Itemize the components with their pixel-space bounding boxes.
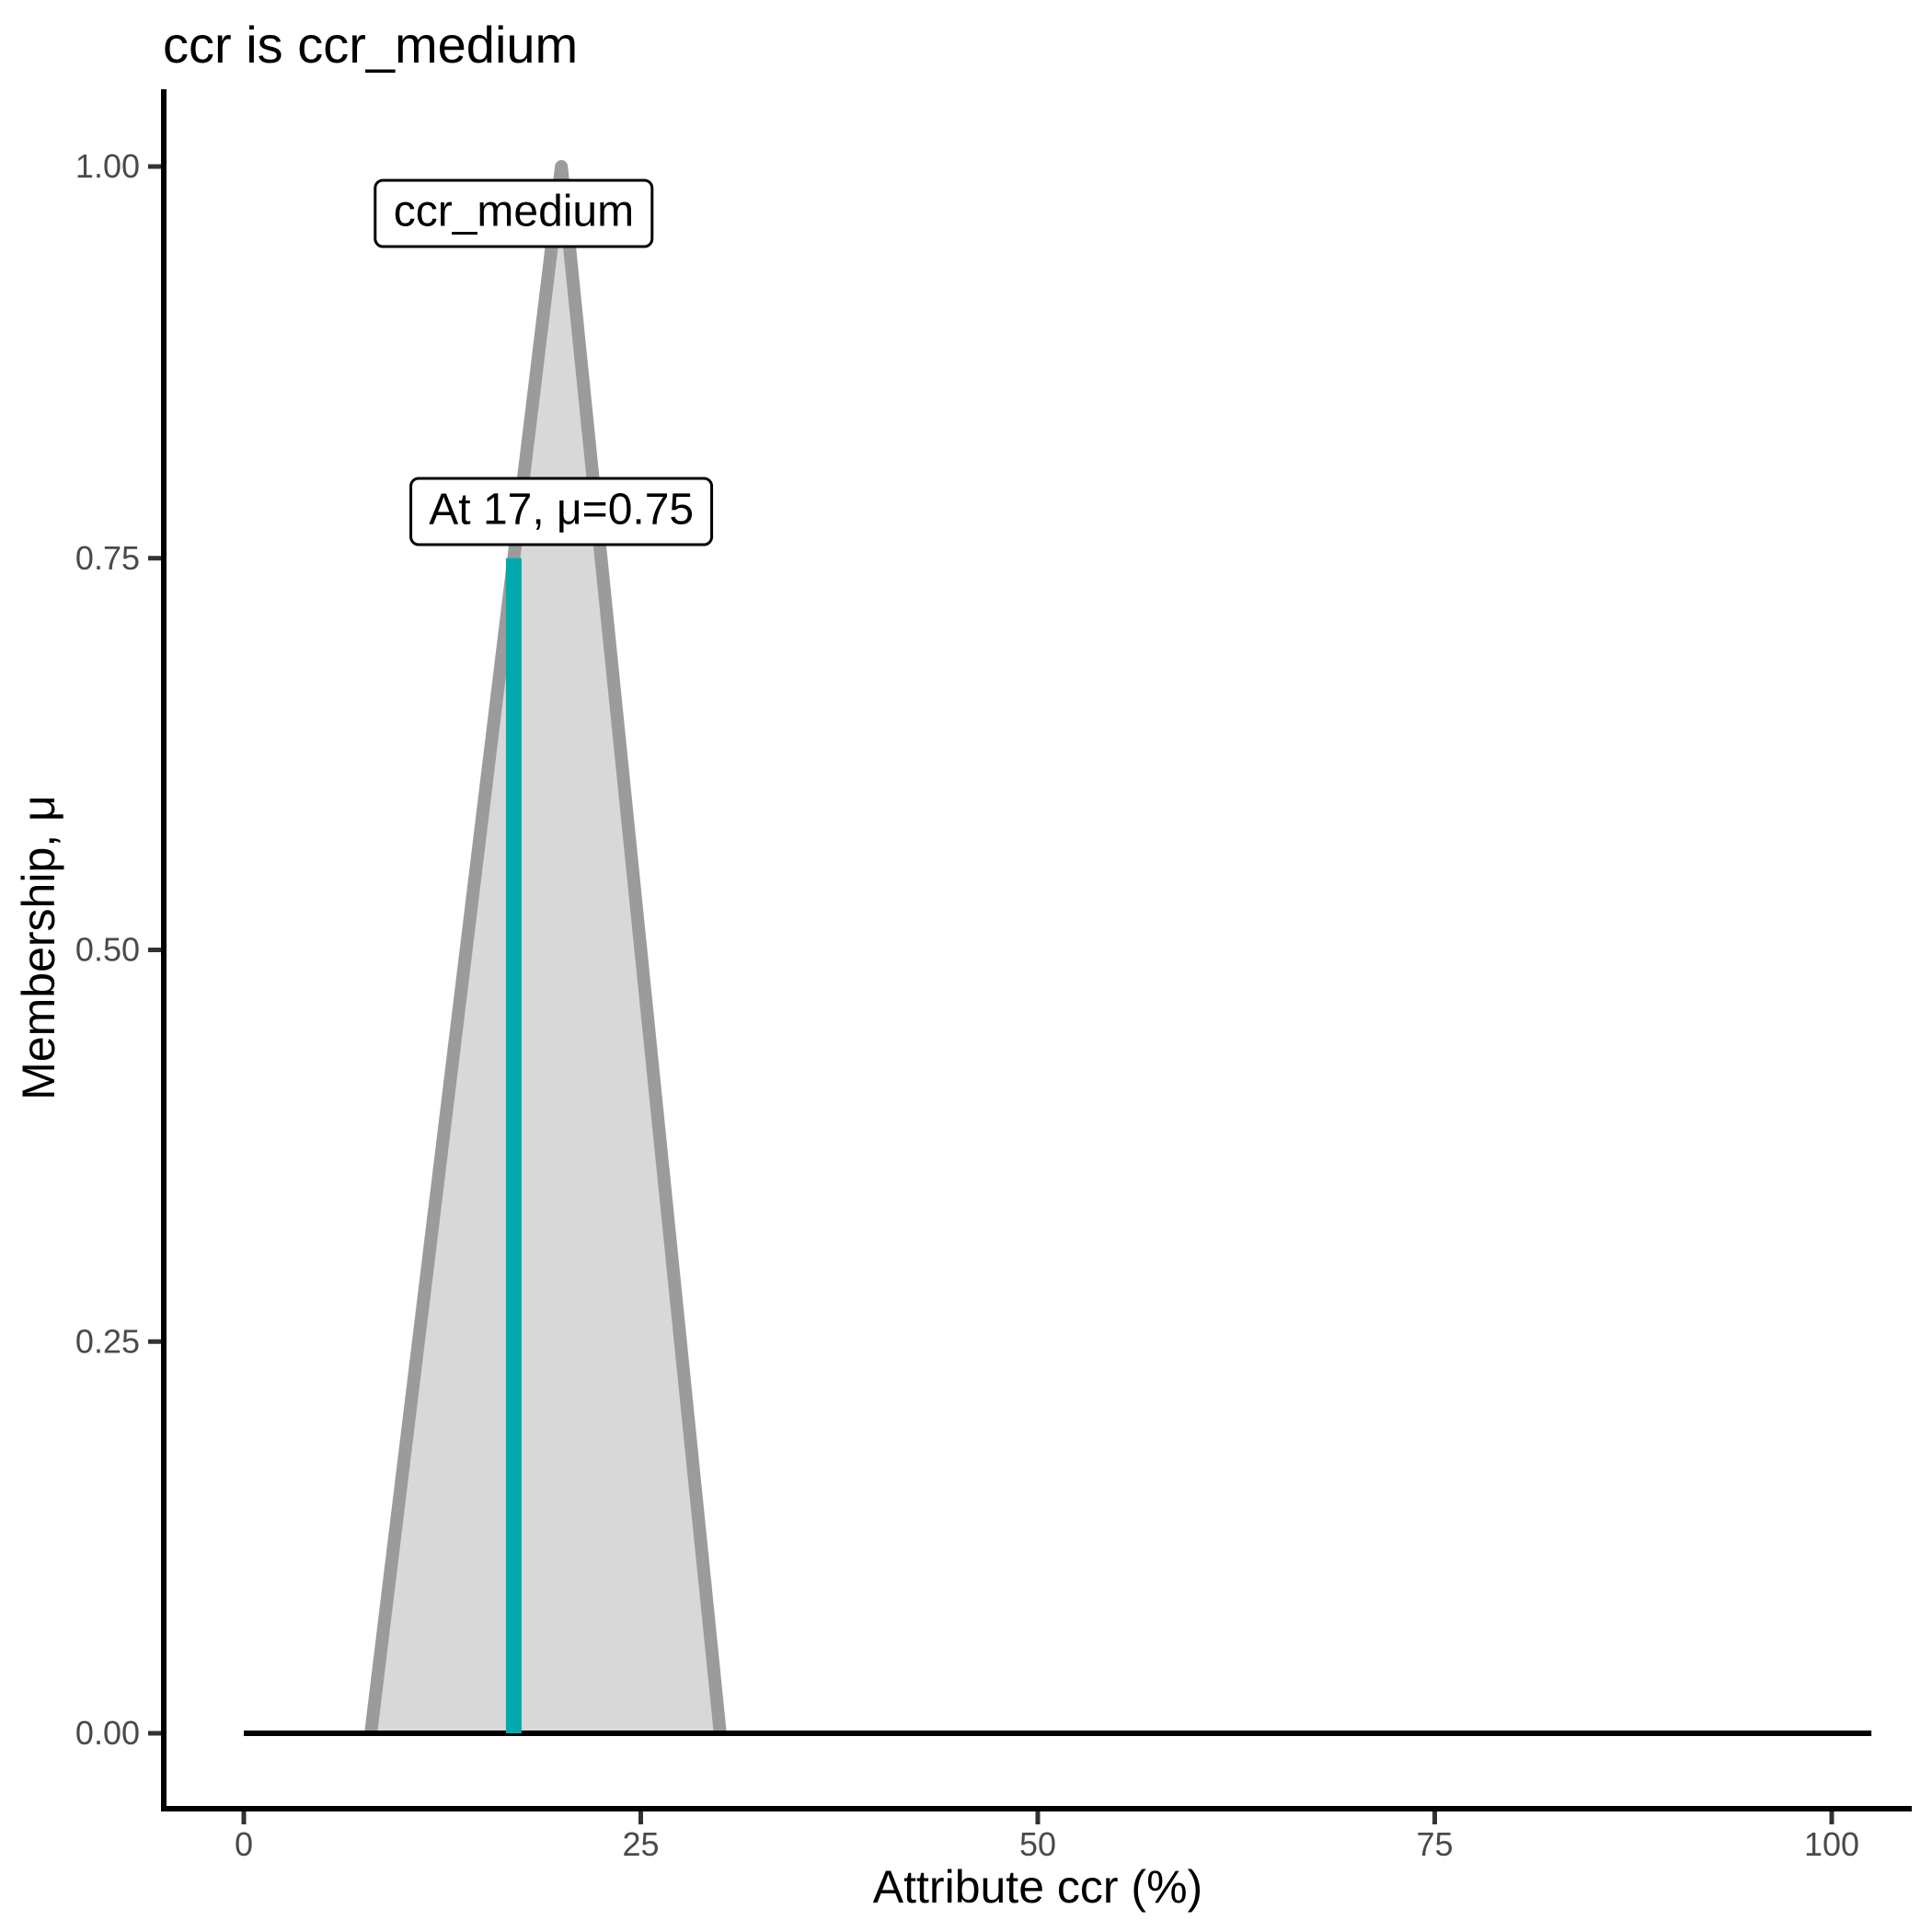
x-tick-label: 100 bbox=[1804, 1825, 1859, 1863]
x-axis-title: Attribute ccr (%) bbox=[872, 1861, 1203, 1913]
set-label-box: ccr_medium bbox=[374, 178, 654, 248]
point-label-text: At 17, μ=0.75 bbox=[429, 485, 695, 535]
x-tick-label: 50 bbox=[1019, 1825, 1056, 1863]
set-label-text: ccr_medium bbox=[393, 187, 635, 236]
x-tick-label: 25 bbox=[622, 1825, 659, 1863]
point-label-box: At 17, μ=0.75 bbox=[409, 477, 714, 546]
x-tick-label: 75 bbox=[1416, 1825, 1453, 1863]
y-axis-title: Membership, μ bbox=[13, 795, 64, 1100]
x-tick-label: 0 bbox=[235, 1825, 253, 1863]
membership-function-line bbox=[364, 160, 727, 1734]
y-tick-label: 1.00 bbox=[75, 147, 140, 185]
y-tick-label: 0.00 bbox=[75, 1714, 140, 1752]
membership-area-fill bbox=[371, 167, 720, 1733]
chart-title: ccr is ccr_medium bbox=[163, 16, 579, 74]
y-tick-label: 0.25 bbox=[75, 1322, 140, 1360]
y-tick-label: 0.50 bbox=[75, 931, 140, 969]
y-tick-label: 0.75 bbox=[75, 539, 140, 577]
